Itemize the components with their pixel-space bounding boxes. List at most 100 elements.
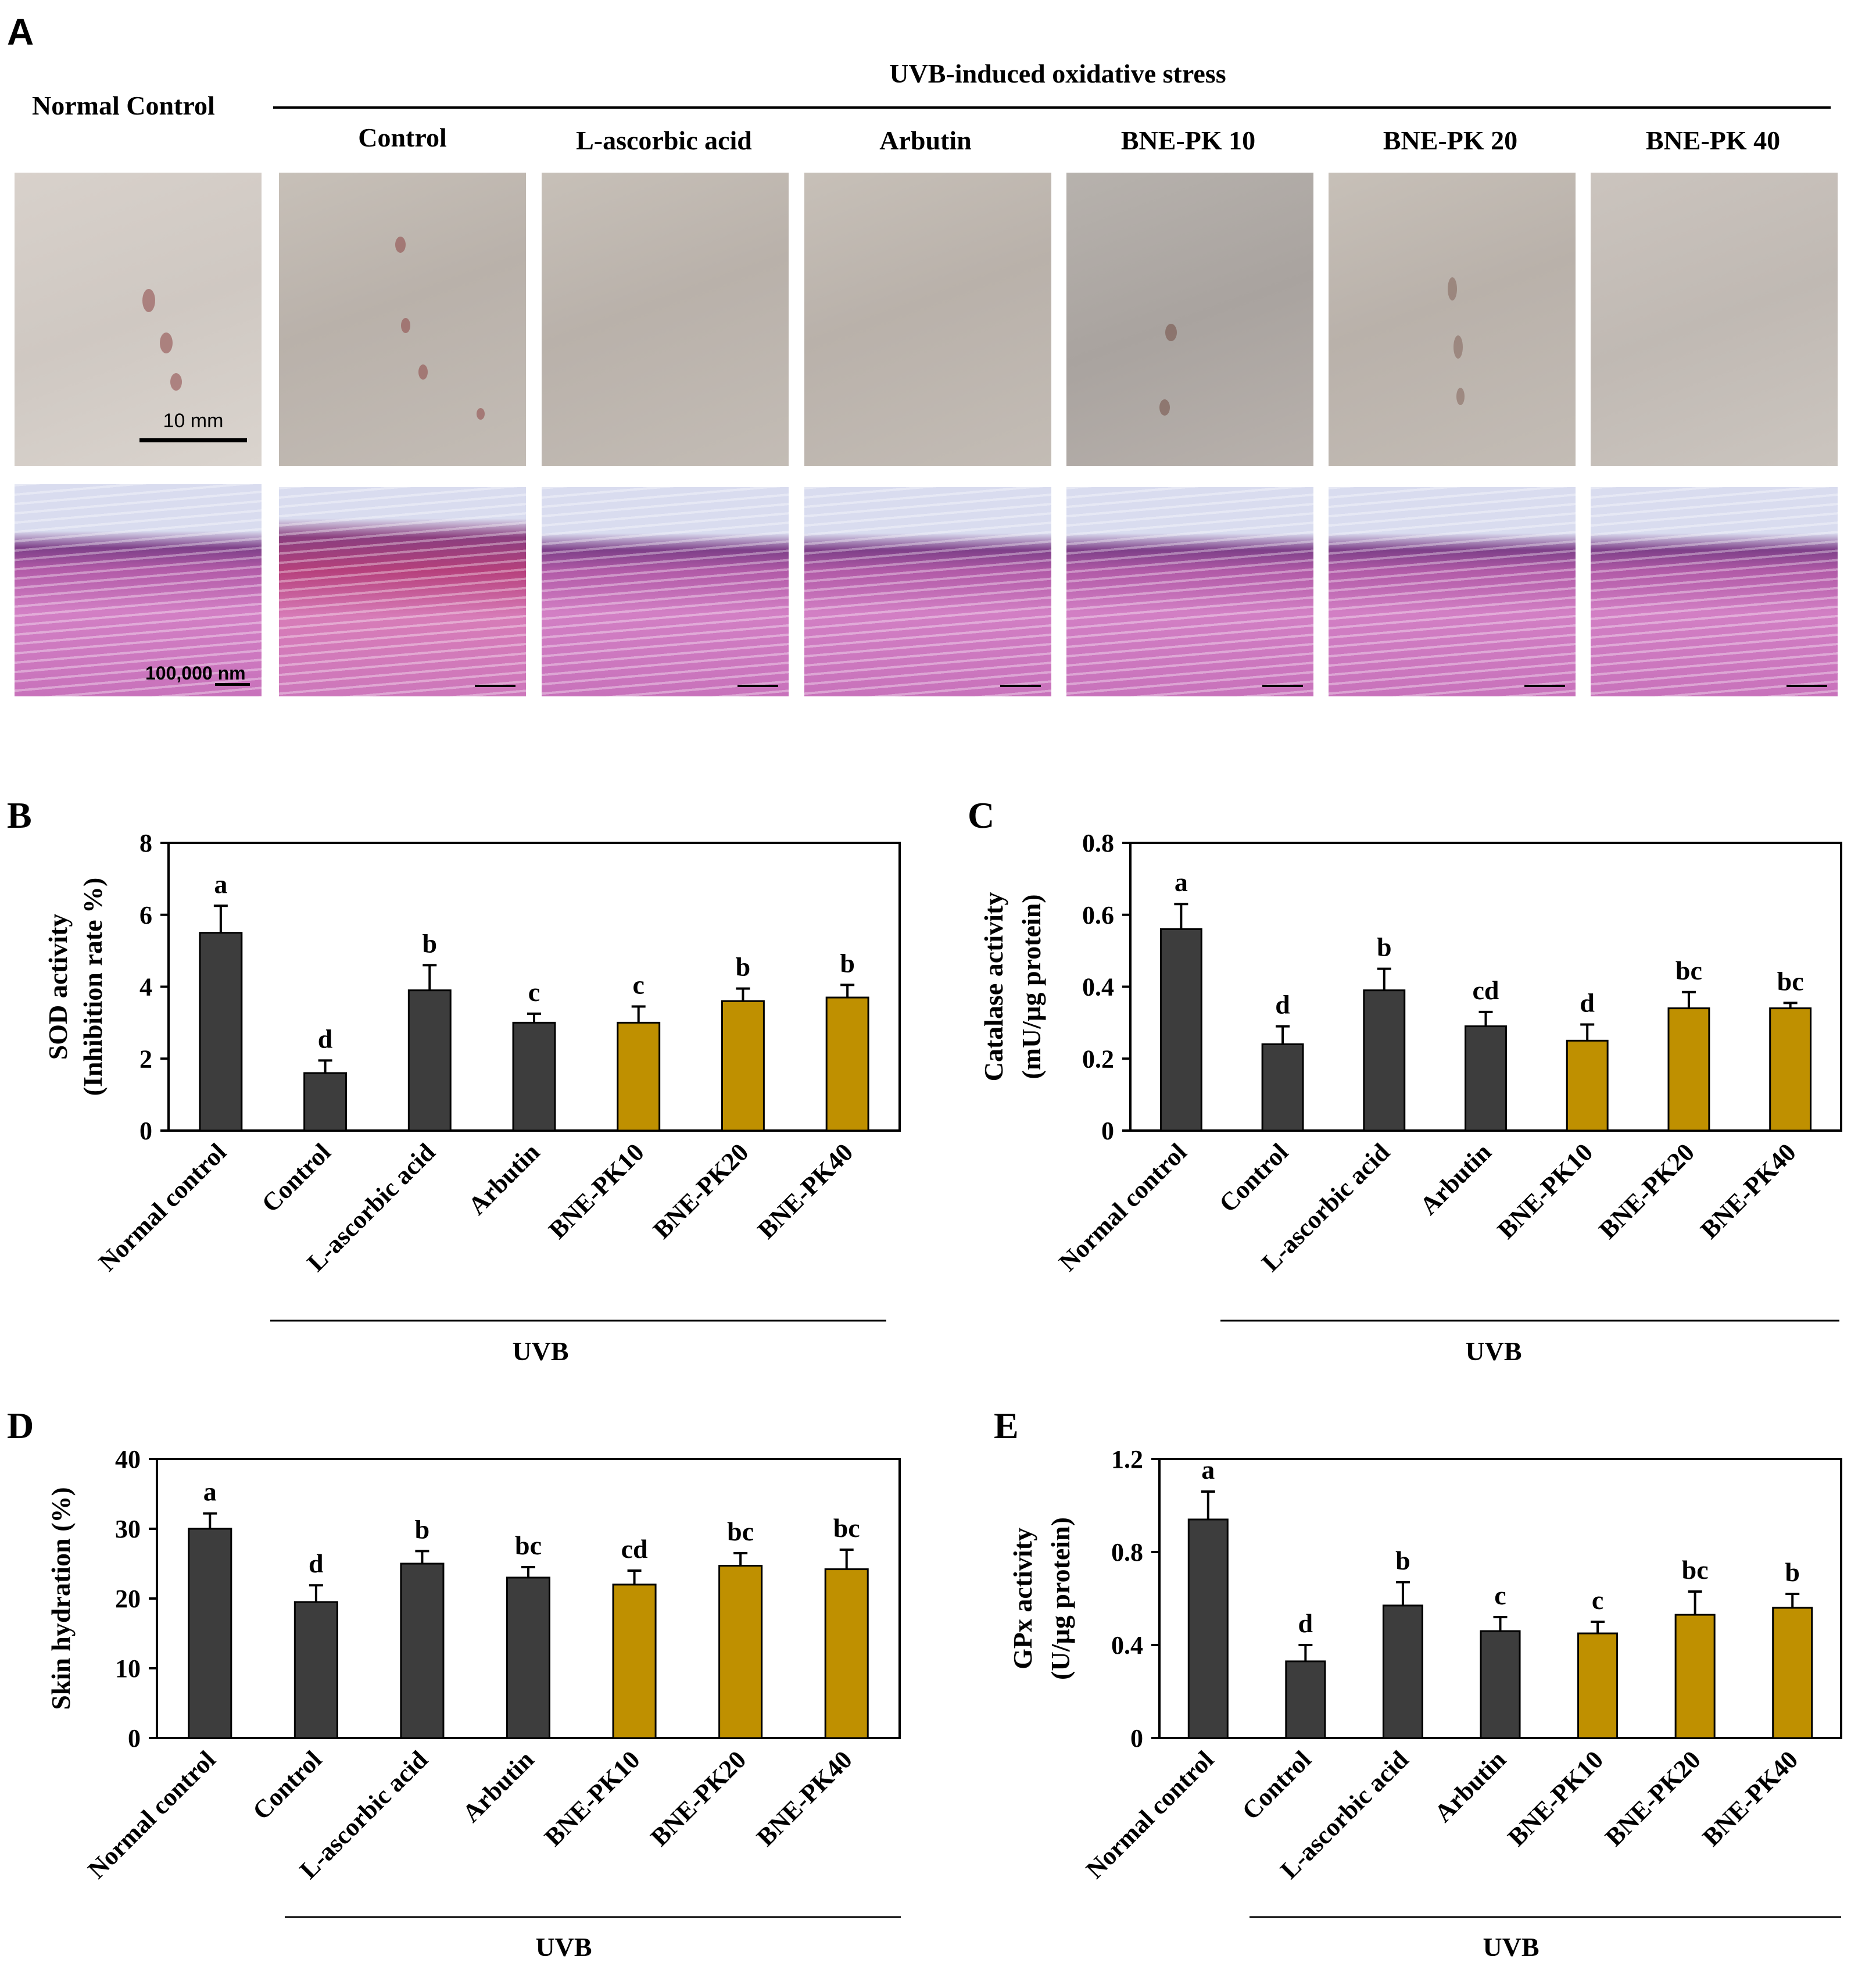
significance-letter: c <box>1494 1580 1506 1610</box>
y-tick-label: 30 <box>115 1515 141 1543</box>
y-tick-label: 40 <box>115 1445 141 1474</box>
column-heading: Control <box>358 123 447 152</box>
bar <box>1772 1607 1813 1739</box>
uvb-group-label: UVB <box>535 1932 592 1962</box>
category-label: BNE-PK10 <box>1502 1745 1609 1851</box>
bar <box>1480 1630 1521 1739</box>
significance-letter: cd <box>621 1534 648 1564</box>
category-label: Control <box>1237 1745 1317 1825</box>
y-tick-label: 0 <box>1130 1724 1143 1753</box>
category-label: BNE-PK20 <box>1594 1138 1700 1244</box>
significance-letter: b <box>1377 932 1392 962</box>
y-tick-label: 20 <box>115 1585 141 1613</box>
bar <box>1187 1518 1229 1739</box>
significance-letter: b <box>422 928 437 958</box>
category-label: BNE-PK40 <box>752 1138 858 1244</box>
panel-letter-b: B <box>7 795 32 836</box>
y-tick-label: 0.4 <box>1082 973 1114 1002</box>
bar <box>407 989 452 1132</box>
significance-letter: d <box>318 1024 333 1053</box>
y-tick-label: 0.2 <box>1082 1045 1114 1073</box>
bar <box>293 1601 338 1739</box>
category-label: Arbutin <box>1429 1745 1512 1828</box>
category-label: Normal control <box>93 1138 232 1276</box>
category-label: BNE-PK10 <box>543 1138 649 1244</box>
column-heading: L-ascorbic acid <box>576 126 752 155</box>
bar <box>512 1021 556 1132</box>
bar <box>1577 1632 1619 1739</box>
panel-letter-d: D <box>7 1405 34 1446</box>
significance-letter: b <box>1785 1557 1800 1587</box>
y-tick-label: 4 <box>139 973 152 1002</box>
bar <box>1674 1614 1716 1739</box>
bar <box>1261 1043 1304 1132</box>
significance-letter: bc <box>1777 966 1804 996</box>
y-axis-label-units: (Inhibition rate %) <box>78 878 108 1096</box>
significance-letter: d <box>1298 1608 1313 1638</box>
column-heading: BNE-PK 20 <box>1383 126 1518 155</box>
bar <box>612 1583 657 1739</box>
category-label: Arbutin <box>463 1138 545 1220</box>
y-axis-label-units: (U/µg protein) <box>1046 1517 1075 1680</box>
y-tick-label: 6 <box>139 901 152 929</box>
column-heading: Arbutin <box>879 126 972 155</box>
uvb-group-label: UVB <box>512 1336 568 1366</box>
histology-l-ascorbic-acid <box>542 487 789 696</box>
histology-bne-pk20 <box>1329 487 1576 696</box>
y-tick-label: 0.8 <box>1111 1538 1143 1567</box>
significance-letter: b <box>1395 1546 1410 1575</box>
histology-bne-pk40 <box>1591 487 1838 696</box>
y-tick-label: 8 <box>139 829 152 857</box>
bar <box>718 1565 763 1739</box>
y-tick-label: 0.8 <box>1082 829 1114 857</box>
skin-photo-bne-pk40 <box>1591 173 1838 466</box>
bar <box>824 1568 869 1739</box>
category-label: Normal control <box>1080 1745 1219 1884</box>
significance-letter: b <box>840 948 855 978</box>
category-label: Control <box>256 1138 336 1218</box>
histology-control <box>279 487 526 696</box>
category-label: Normal control <box>82 1745 221 1884</box>
bar <box>1667 1007 1710 1132</box>
y-tick-label: 0.4 <box>1111 1631 1143 1660</box>
significance-letter: cd <box>1473 975 1499 1005</box>
column-heading: BNE-PK 40 <box>1645 126 1781 155</box>
category-label: BNE-PK10 <box>1492 1138 1598 1244</box>
category-label: BNE-PK20 <box>647 1138 754 1244</box>
significance-letter: bc <box>1682 1555 1709 1585</box>
significance-letter: d <box>1580 988 1595 1017</box>
bar <box>400 1562 445 1739</box>
significance-letter: d <box>309 1549 324 1578</box>
significance-letter: bc <box>515 1531 542 1560</box>
y-tick-label: 0 <box>139 1117 152 1145</box>
bar <box>617 1021 661 1132</box>
histology-normal-control <box>15 484 262 696</box>
y-axis-label: SOD activity <box>43 914 73 1060</box>
y-tick-label: 0 <box>1101 1117 1114 1145</box>
significance-letter: a <box>203 1477 217 1507</box>
category-label: Control <box>247 1745 327 1825</box>
significance-letter: a <box>1201 1455 1215 1485</box>
y-tick-label: 1.2 <box>1111 1445 1143 1474</box>
bar <box>1285 1660 1326 1739</box>
bar <box>199 932 243 1132</box>
uvb-group-label: UVB <box>1483 1932 1539 1962</box>
bar <box>825 996 869 1132</box>
category-label: BNE-PK40 <box>1697 1745 1803 1851</box>
histology-arbutin <box>804 487 1051 696</box>
skin-photo-bne-pk10 <box>1066 173 1313 466</box>
normal-control-heading: Normal Control <box>32 91 215 120</box>
skin-photo-l-ascorbic-acid <box>542 173 789 466</box>
significance-letter: bc <box>1675 956 1702 985</box>
uvb-group-label: UVB <box>1465 1336 1521 1366</box>
y-tick-label: 0 <box>128 1724 141 1753</box>
bar <box>721 1000 765 1132</box>
panel-letter-c: C <box>968 795 994 836</box>
significance-letter: d <box>1275 990 1290 1020</box>
category-label: Arbutin <box>1415 1138 1497 1220</box>
histo-scale-label: 100,000 nm <box>145 663 246 684</box>
category-label: BNE-PK40 <box>1695 1138 1801 1244</box>
skin-photo-bne-pk20 <box>1329 173 1576 466</box>
bar <box>506 1576 551 1739</box>
category-label: BNE-PK40 <box>751 1745 857 1851</box>
